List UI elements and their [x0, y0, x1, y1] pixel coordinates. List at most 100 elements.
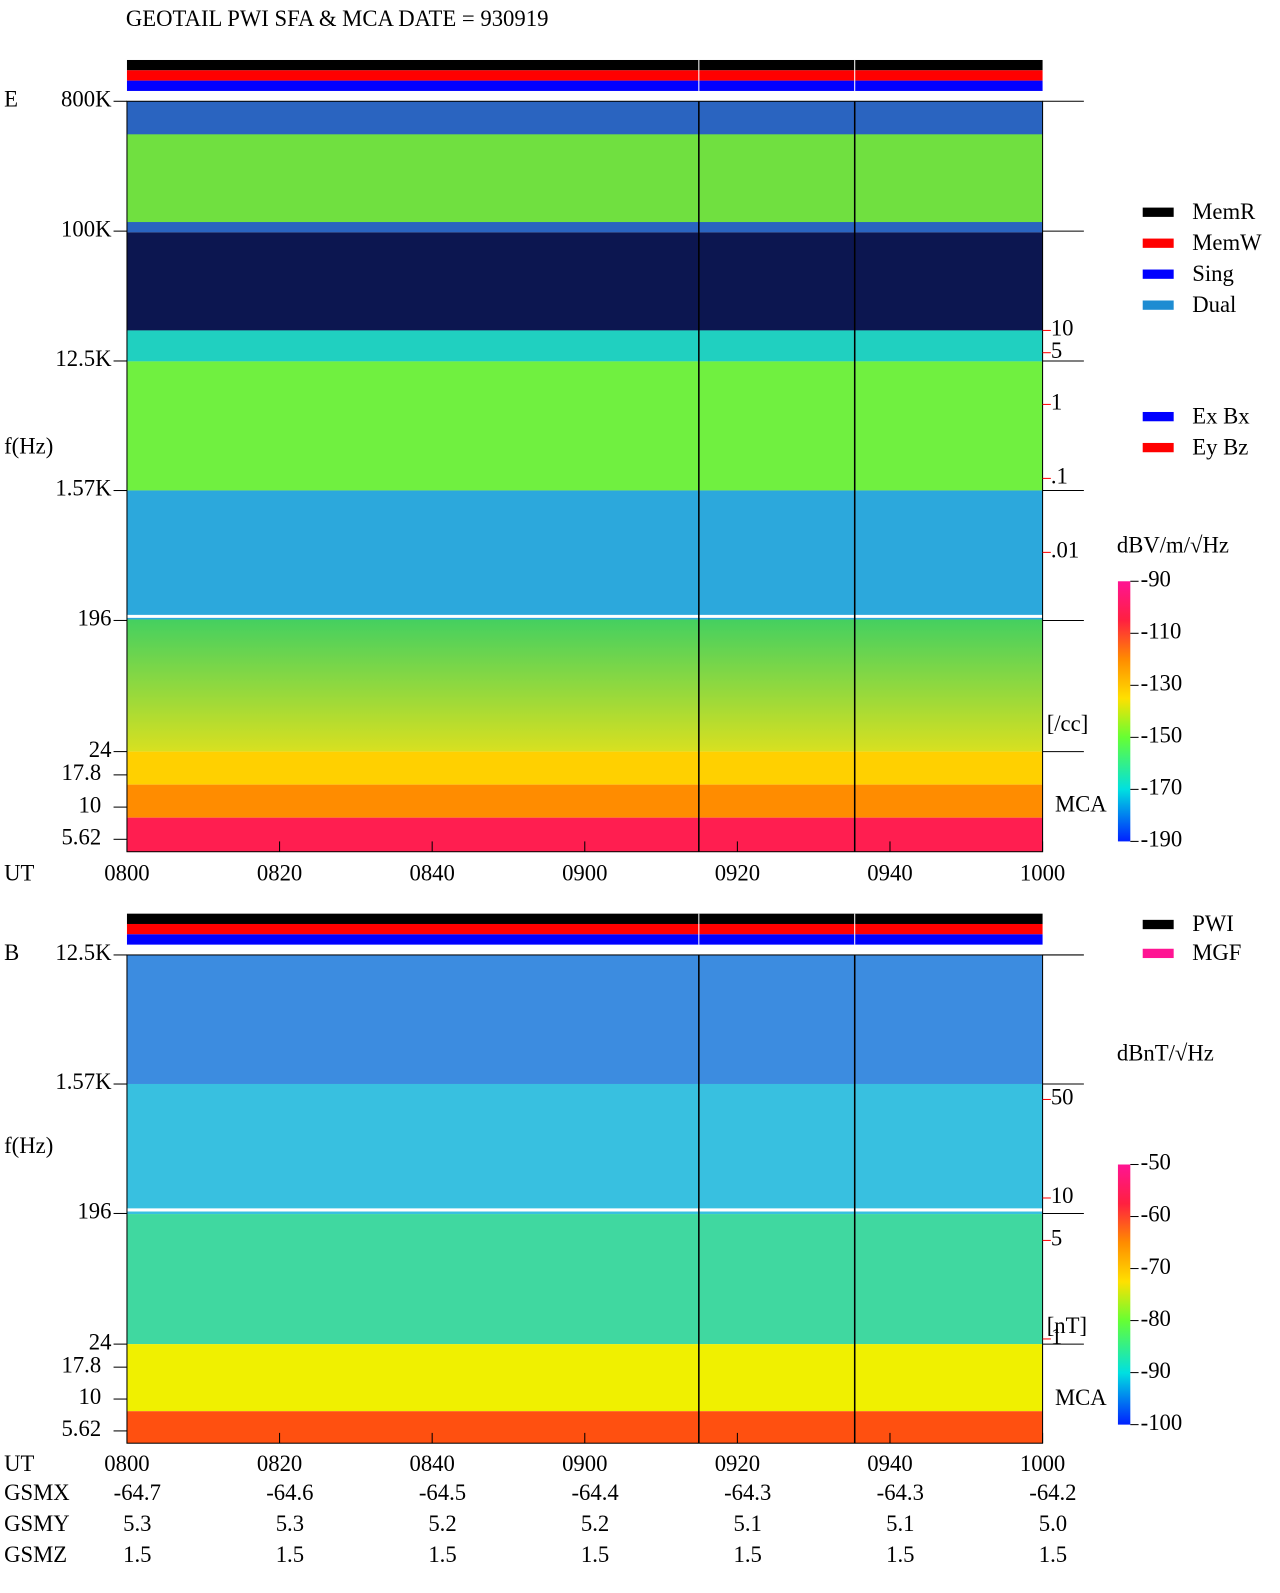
orbit-value: 1.5 [276, 1542, 304, 1567]
legend-swatch [1142, 300, 1174, 310]
spectrogram-band [126, 361, 1043, 491]
spectrogram-band [126, 954, 1043, 1084]
x-tick-label: 0900 [562, 1451, 607, 1476]
orbit-value: 1.5 [734, 1542, 762, 1567]
orbit-value: -64.2 [1029, 1480, 1076, 1505]
density-tick-label: 1 [1051, 390, 1062, 415]
legend-label: Dual [1192, 292, 1236, 317]
orbit-value: 5.1 [886, 1511, 914, 1536]
colorbar-tick-label: -110 [1141, 619, 1182, 644]
x-axis-label: UT [4, 861, 34, 886]
legend-swatch [1142, 919, 1174, 930]
status-bar [126, 80, 1043, 91]
x-axis-label: UT [4, 1451, 34, 1476]
x-tick-label: 0800 [104, 861, 149, 886]
legend-label: PWI [1192, 911, 1234, 936]
y-tick-label: 24 [89, 737, 112, 762]
spectrogram-band [126, 134, 1043, 223]
density-unit: [nT] [1047, 1313, 1087, 1338]
orbit-value: 1.5 [428, 1542, 456, 1567]
x-tick-label: 0840 [409, 861, 454, 886]
legend-swatch [1142, 238, 1174, 248]
y-tick-label: 1.57K [55, 1069, 112, 1094]
x-tick-label: 0940 [867, 861, 912, 886]
colorbar-tick-label: -130 [1141, 671, 1183, 696]
x-tick-label: 0820 [257, 861, 302, 886]
orbit-value: 1.5 [886, 1542, 914, 1567]
orbit-value: -64.7 [114, 1480, 161, 1505]
orbit-value: -64.5 [419, 1480, 466, 1505]
y-tick-label: 196 [77, 606, 111, 631]
y-tick-label: 196 [77, 1199, 111, 1224]
y-axis-label: f(Hz) [4, 433, 53, 458]
density-tick-label: 10 [1051, 316, 1074, 341]
y-tick-label: 1.57K [55, 476, 112, 501]
x-tick-label: 0820 [257, 1451, 302, 1476]
spectrogram-band [126, 619, 1043, 752]
colorbar-tick-label: -100 [1141, 1410, 1183, 1435]
panel-label: B [4, 940, 19, 965]
colorbar-tick-label: -60 [1141, 1202, 1171, 1227]
density-tick-label: 1 [1051, 1324, 1062, 1349]
y-tick-label: 12.5K [55, 346, 112, 371]
mca-tick-label: 5.62 [61, 825, 101, 850]
mca-tick-label: 17.8 [61, 760, 101, 785]
spectrogram-band [126, 232, 1043, 331]
orbit-value: 1.5 [1039, 1542, 1067, 1567]
density-tick-label: 50 [1051, 1085, 1074, 1110]
density-unit: [/cc] [1047, 711, 1089, 736]
spectrogram-band [126, 751, 1043, 785]
x-tick-label: 1000 [1020, 1451, 1065, 1476]
orbit-value: 5.2 [428, 1511, 456, 1536]
colorbar-tick-label: -80 [1141, 1306, 1171, 1331]
colorbar-label: dBnT/√Hz [1117, 1040, 1214, 1065]
density-tick-label: 5 [1051, 1226, 1062, 1251]
orbit-value: 5.1 [734, 1511, 762, 1536]
colorbar-tick-label: -90 [1141, 1358, 1171, 1383]
density-tick-label: 5 [1051, 338, 1062, 363]
spectrogram-band [126, 330, 1043, 362]
colorbar-label: dBV/m/√Hz [1117, 532, 1229, 557]
y-axis-label: f(Hz) [4, 1133, 53, 1158]
colorbar [1117, 581, 1131, 842]
orbit-value: 5.3 [123, 1511, 151, 1536]
colorbar-tick-label: -70 [1141, 1254, 1171, 1279]
x-tick-label: 0800 [104, 1451, 149, 1476]
orbit-value: 1.5 [123, 1542, 151, 1567]
x-tick-label: 0900 [562, 861, 607, 886]
spectrogram-band [126, 490, 1043, 620]
x-tick-label: 1000 [1020, 861, 1065, 886]
mca-tick-label: 10 [78, 792, 101, 817]
panel-label: E [4, 86, 18, 111]
colorbar-tick-label: -50 [1141, 1150, 1171, 1175]
mca-label: MCA [1055, 1385, 1107, 1410]
orbit-label: GSMY [4, 1511, 70, 1536]
orbit-value: -64.3 [877, 1480, 924, 1505]
mca-tick-label: 17.8 [61, 1352, 101, 1377]
orbit-label: GSMX [4, 1480, 70, 1505]
legend-swatch [1142, 442, 1174, 453]
x-tick-label: 0940 [867, 1451, 912, 1476]
legend-swatch [1142, 269, 1174, 279]
orbit-value: -64.4 [571, 1480, 618, 1505]
colorbar-tick-label: -170 [1141, 775, 1183, 800]
orbit-value: 5.3 [276, 1511, 304, 1536]
legend-label: MGF [1192, 940, 1241, 965]
legend-label: MemW [1192, 230, 1262, 255]
orbit-label: GSMZ [4, 1542, 67, 1567]
x-tick-label: 0920 [715, 861, 760, 886]
mca-label: MCA [1055, 792, 1107, 817]
legend-swatch [1142, 207, 1174, 217]
status-bar [126, 934, 1043, 945]
y-tick-label: 24 [89, 1329, 112, 1354]
density-tick-label: .01 [1051, 538, 1079, 563]
colorbar-tick-label: -190 [1141, 827, 1183, 852]
legend-label: MemR [1192, 199, 1256, 224]
legend-label: Sing [1192, 261, 1234, 286]
colorbar [1117, 1164, 1131, 1425]
legend-label: Ex Bx [1192, 403, 1250, 428]
orbit-value: 5.0 [1039, 1511, 1067, 1536]
mca-tick-label: 5.62 [61, 1416, 101, 1441]
orbit-value: 1.5 [581, 1542, 609, 1567]
legend-swatch [1142, 411, 1174, 422]
